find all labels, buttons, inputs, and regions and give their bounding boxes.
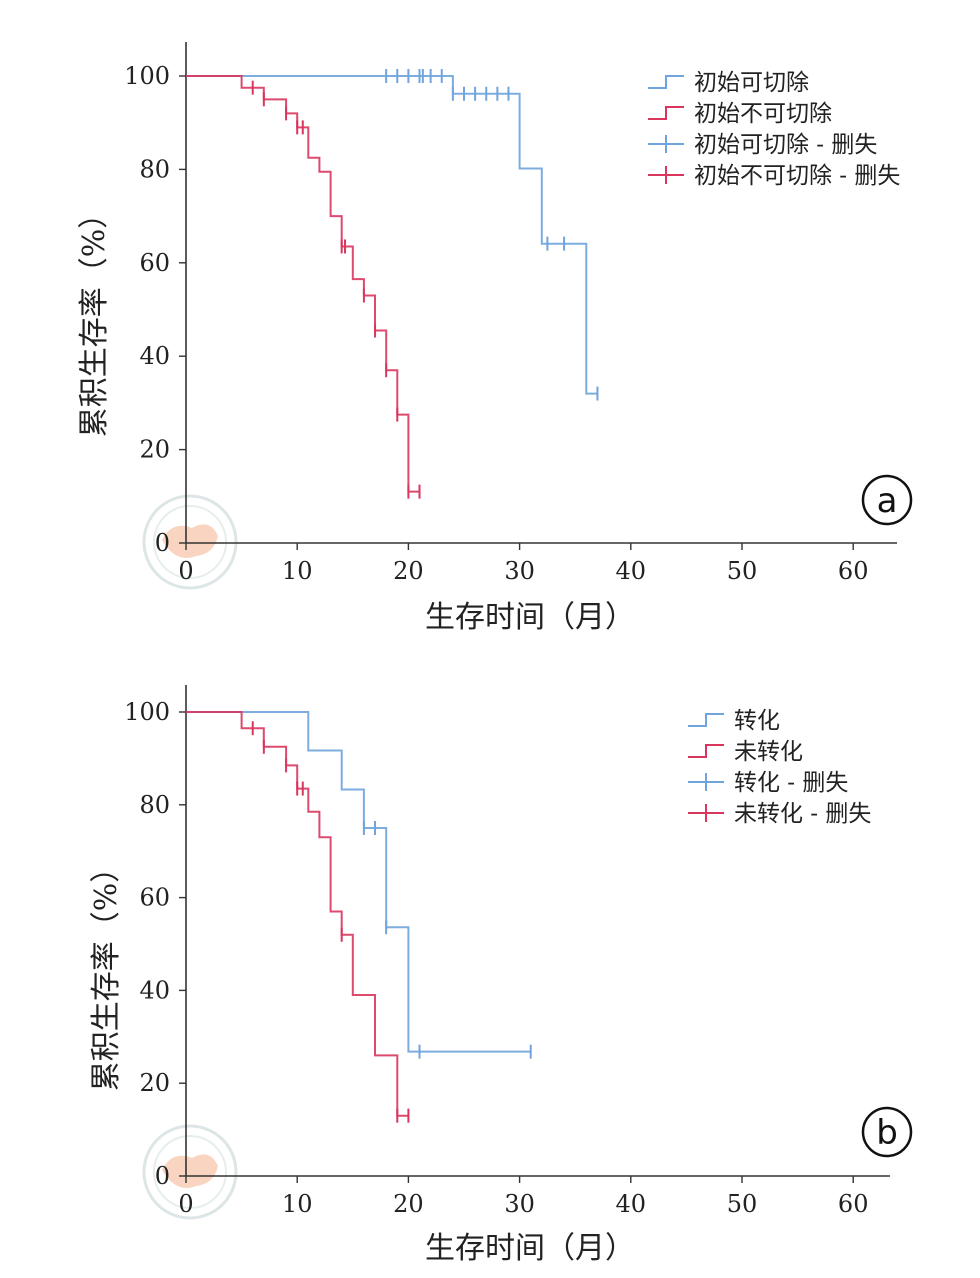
watermark-logo xyxy=(142,494,238,590)
y-tick-label: 20 xyxy=(139,1069,170,1097)
y-tick-label: 60 xyxy=(139,249,170,277)
x-tick-label: 0 xyxy=(178,557,193,585)
x-tick-label: 20 xyxy=(393,557,424,585)
x-tick-label: 50 xyxy=(727,1190,758,1218)
x-tick-label: 40 xyxy=(616,557,647,585)
legend-label: 初始可切除 xyxy=(694,70,809,96)
y-tick-label: 40 xyxy=(139,976,170,1004)
y-axis-title: 累积生存率（%） xyxy=(89,853,124,1092)
legend-step-swatch xyxy=(648,75,684,89)
x-axis-title: 生存时间（月） xyxy=(425,1231,635,1266)
x-tick-label: 50 xyxy=(727,557,758,585)
x-axis-title: 生存时间（月） xyxy=(425,600,635,635)
x-tick-label: 40 xyxy=(616,1190,647,1218)
y-tick-label: 0 xyxy=(155,1162,170,1190)
y-axis-title: 累积生存率（%） xyxy=(77,199,112,438)
legend-label: 未转化 xyxy=(734,739,803,765)
x-tick-label: 30 xyxy=(504,1190,535,1218)
x-tick-label: 10 xyxy=(282,557,313,585)
x-tick-label: 60 xyxy=(838,557,869,585)
x-tick-label: 0 xyxy=(178,1190,193,1218)
series-line-blue xyxy=(186,711,531,1053)
legend-label: 未转化 - 删失 xyxy=(734,801,871,827)
x-tick-label: 60 xyxy=(838,1190,869,1218)
y-tick-label: 40 xyxy=(139,342,170,370)
legend-step-swatch xyxy=(688,744,724,758)
y-tick-label: 100 xyxy=(124,698,170,726)
panel-tag-b: b xyxy=(861,1106,913,1158)
y-tick-label: 80 xyxy=(139,155,170,183)
plot-area-a: 0 20 40 60 80 100 0 10 20 30 40 50 60 xyxy=(124,42,897,585)
plot-area-b: 0 20 40 60 80 100 0 10 20 30 40 50 60 xyxy=(124,685,890,1218)
km-chart-b: 0 20 40 60 80 100 0 10 20 30 40 50 60 生存时间（月） 累积生存率（… xyxy=(89,685,913,1266)
chart-panel-a: 0 20 40 60 80 100 0 10 20 30 40 50 60 生存时间（月） 累积生存率（… xyxy=(77,42,913,635)
legend-label: 转化 xyxy=(734,708,780,734)
series-line-red xyxy=(186,75,420,493)
legend-step-swatch xyxy=(688,713,724,727)
svg-text:a: a xyxy=(877,481,898,521)
panel-tag-a: a xyxy=(861,474,913,526)
legend-label: 转化 - 删失 xyxy=(734,770,848,796)
watermark-logo xyxy=(142,1124,238,1220)
y-tick-label: 80 xyxy=(139,791,170,819)
legend-label: 初始可切除 - 删失 xyxy=(694,132,877,158)
x-tick-label: 30 xyxy=(504,557,535,585)
chart-panel-b: 0 20 40 60 80 100 0 10 20 30 40 50 60 生存时间（月） 累积生存率（… xyxy=(0,640,980,1274)
y-tick-label: 60 xyxy=(139,884,170,912)
series-line-red xyxy=(186,711,409,1117)
legend-label: 初始不可切除 - 删失 xyxy=(694,163,900,189)
y-tick-label: 20 xyxy=(139,436,170,464)
svg-text:b: b xyxy=(876,1113,898,1153)
legend-step-swatch xyxy=(648,106,684,120)
y-tick-label: 0 xyxy=(155,529,170,557)
y-tick-label: 100 xyxy=(124,62,170,90)
x-tick-label: 10 xyxy=(282,1190,313,1218)
km-chart-a: 0 20 40 60 80 100 0 10 20 30 40 50 60 生存时间（月） 累积生存率（… xyxy=(77,42,913,635)
x-tick-label: 20 xyxy=(393,1190,424,1218)
series-line-blue xyxy=(186,75,598,395)
legend-label: 初始不可切除 xyxy=(694,101,832,127)
